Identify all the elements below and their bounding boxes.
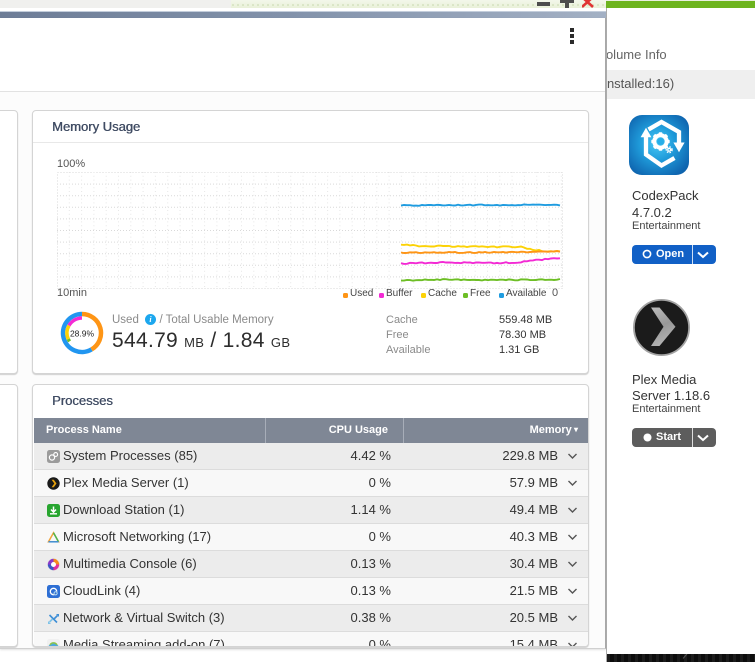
svg-text:28.9%: 28.9% (70, 329, 95, 339)
svg-text:i: i (150, 315, 153, 324)
